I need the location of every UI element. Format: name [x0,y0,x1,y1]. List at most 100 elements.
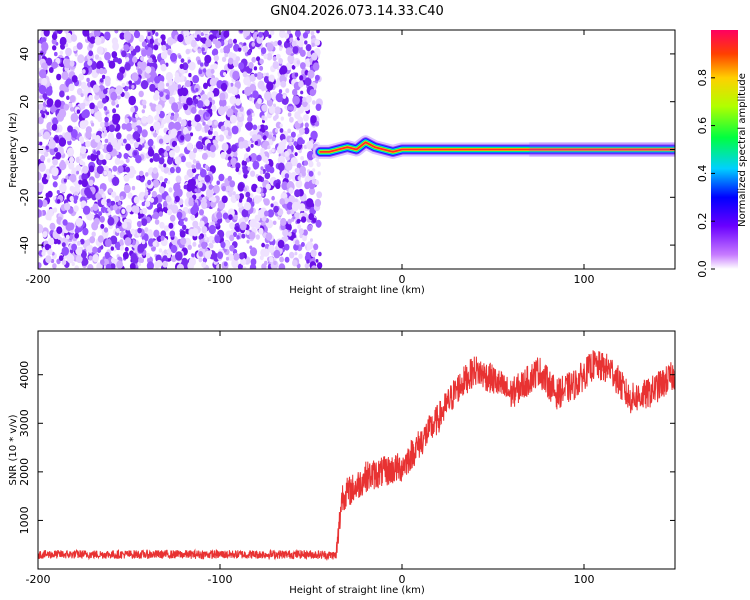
noise-dot [237,201,243,208]
colorbar: 0.0 0.2 0.4 0.6 0.8 Normalized spectral ampl… [696,30,748,278]
noise-dot [265,160,270,165]
noise-dot [216,180,220,185]
noise-dot [285,161,293,171]
noise-dot [223,72,227,76]
noise-dot [286,209,291,215]
noise-dot [163,163,167,168]
noise-dot [236,112,244,123]
noise-dot [238,47,242,52]
noise-dot [53,147,59,153]
noise-dot [305,44,312,52]
noise-dot [252,160,260,170]
noise-dot [156,235,162,242]
noise-dot [38,223,41,229]
noise-dot [50,258,55,264]
noise-dot [104,51,111,61]
noise-dot [297,176,301,181]
noise-dot [71,261,75,267]
noise-dot [188,197,194,204]
noise-dot [96,46,104,55]
noise-dot [242,45,249,53]
noise-dot [268,244,275,254]
noise-dot [246,239,250,244]
noise-dot [141,239,146,245]
noise-dot [47,158,51,163]
noise-dot [273,260,277,266]
noise-dot [242,266,247,269]
noise-dot [307,225,312,232]
noise-dot [59,90,65,98]
noise-dot [269,256,274,263]
signal-trace [313,135,675,159]
noise-dot [141,218,148,227]
noise-dot [69,95,76,103]
noise-dot [48,67,54,73]
noise-dot [151,145,156,150]
noise-dot [145,172,149,177]
noise-dot [259,58,264,65]
noise-dot [297,224,302,230]
noise-dot [146,261,154,269]
noise-dot [265,72,269,77]
noise-dot [311,42,315,47]
noise-dot [187,244,192,250]
noise-dot [162,260,168,268]
noise-dot [303,114,309,122]
noise-dot [149,83,156,92]
noise-dot [59,163,65,170]
noise-dot [175,175,182,183]
noise-dot [278,263,286,269]
noise-dot [109,205,114,211]
noise-dot [180,119,187,127]
noise-dot [227,57,234,65]
noise-dot [298,127,305,135]
noise-dot [49,222,56,231]
noise-dot [54,51,58,57]
noise-dot [277,239,285,249]
noise-dot [129,262,136,269]
colorbar-tick-label: 0.2 [696,212,709,230]
noise-dot [88,216,93,221]
snr-y-ticks: 1000 2000 3000 4000 [18,361,675,534]
noise-dot [280,217,287,226]
noise-dot [231,125,239,135]
noise-dot [209,85,214,92]
noise-dot [314,120,320,127]
noise-dot [208,184,214,190]
noise-dot [152,167,158,174]
noise-dot [131,185,136,191]
noise-dot [284,256,290,263]
noise-dot [88,50,94,57]
noise-dot [265,164,271,173]
noise-dot [287,54,295,64]
noise-dot [174,195,180,203]
noise-dot [296,218,301,224]
noise-dot [221,195,228,204]
noise-dot [105,153,111,160]
noise-dot [256,154,262,162]
noise-dot [227,253,234,261]
noise-dot [163,225,169,232]
noise-dot [244,201,251,211]
noise-dot [65,234,70,240]
snr-y-label: SNR (10 * v/v) [8,414,19,485]
noise-dot [155,32,159,37]
noise-dot [318,251,322,257]
noise-dot [223,30,230,38]
noise-dot [221,185,226,192]
noise-dot [174,75,181,84]
noise-dot [235,193,240,200]
noise-dot [158,186,165,194]
noise-dot [243,187,248,192]
noise-dot [228,214,233,221]
noise-dot [117,165,124,174]
noise-dot [125,166,131,173]
noise-dot [168,187,173,193]
noise-dot [310,31,315,36]
noise-dot [164,50,168,54]
noise-dot [163,167,169,174]
noise-dot [242,71,248,78]
noise-dot [117,201,122,206]
noise-dot [211,104,217,112]
noise-dot [111,37,118,46]
